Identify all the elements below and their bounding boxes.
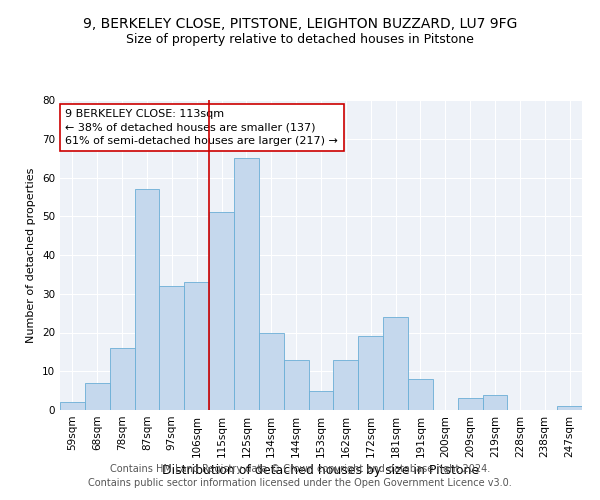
Bar bbox=[482, 394, 508, 410]
Bar bbox=[383, 317, 408, 410]
Text: Size of property relative to detached houses in Pitstone: Size of property relative to detached ho… bbox=[126, 32, 474, 46]
Y-axis label: Number of detached properties: Number of detached properties bbox=[26, 168, 37, 342]
Bar bbox=[259, 332, 284, 410]
Bar bbox=[60, 402, 85, 410]
Text: 9 BERKELEY CLOSE: 113sqm
← 38% of detached houses are smaller (137)
61% of semi-: 9 BERKELEY CLOSE: 113sqm ← 38% of detach… bbox=[65, 110, 338, 146]
Bar bbox=[184, 282, 209, 410]
Bar bbox=[160, 286, 184, 410]
Bar bbox=[85, 383, 110, 410]
Bar bbox=[209, 212, 234, 410]
Bar bbox=[557, 406, 582, 410]
Bar bbox=[134, 189, 160, 410]
Bar bbox=[234, 158, 259, 410]
Bar bbox=[458, 398, 482, 410]
Bar bbox=[110, 348, 134, 410]
Bar bbox=[284, 360, 308, 410]
Bar bbox=[308, 390, 334, 410]
Bar bbox=[334, 360, 358, 410]
Bar bbox=[408, 379, 433, 410]
Text: 9, BERKELEY CLOSE, PITSTONE, LEIGHTON BUZZARD, LU7 9FG: 9, BERKELEY CLOSE, PITSTONE, LEIGHTON BU… bbox=[83, 18, 517, 32]
Bar bbox=[358, 336, 383, 410]
Text: Contains HM Land Registry data © Crown copyright and database right 2024.
Contai: Contains HM Land Registry data © Crown c… bbox=[88, 464, 512, 487]
X-axis label: Distribution of detached houses by size in Pitstone: Distribution of detached houses by size … bbox=[163, 464, 479, 477]
